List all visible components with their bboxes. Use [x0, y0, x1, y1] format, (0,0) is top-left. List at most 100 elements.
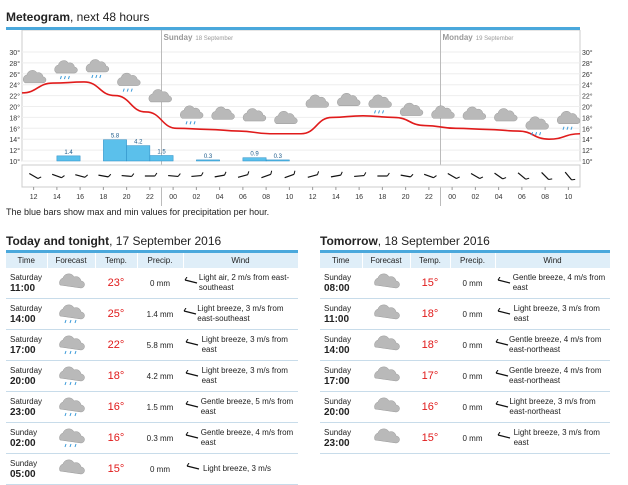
y-tick-label-left: 12°	[9, 147, 20, 155]
y-tick-label-left: 20°	[9, 104, 20, 112]
precip-bar-label: 5.8	[111, 134, 120, 140]
cloud-icon	[274, 111, 298, 124]
y-tick-label-left: 18°	[9, 114, 20, 122]
row-day: Saturday	[10, 335, 43, 344]
wind-barb	[316, 171, 320, 175]
table-row: Sunday 20:00 16° 0 mm Light breeze, 3 m/s fr…	[320, 391, 610, 423]
column-header: Temp.	[95, 253, 138, 268]
rain-drop	[67, 75, 70, 80]
wind-shaft	[400, 174, 411, 178]
precipitation-cell: 0 mm	[450, 422, 495, 454]
day-label-date: 19 September	[476, 36, 514, 42]
temperature-cell: 22°	[95, 329, 137, 361]
wind-barb	[270, 170, 273, 175]
rain-drop	[531, 132, 534, 136]
wind-description: Light breeze, 3 m/s from east-northeast	[509, 397, 596, 416]
wind-description: Light breeze, 3 m/s from east	[201, 335, 288, 354]
tomorrow-divider	[320, 250, 610, 253]
rain-drop	[378, 110, 381, 114]
wind-arrow-icon	[75, 174, 88, 178]
rain-drop	[63, 75, 66, 80]
time-cell: Saturday 17:00	[6, 329, 47, 361]
wind-shaft	[168, 174, 179, 178]
precipitation-cell: 5.8 mm	[137, 329, 183, 361]
wind-cell: Light breeze, 3 m/s from east	[183, 329, 298, 361]
wind-barb	[177, 173, 181, 177]
precipitation-cell: 1.4 mm	[137, 298, 183, 330]
wind-description: Gentle breeze, 4 m/s from east-northeast	[509, 335, 602, 354]
page-title-bold: Meteogram	[6, 10, 71, 24]
rain-drop	[99, 74, 102, 79]
cloud-shape	[337, 93, 361, 107]
row-day: Sunday	[324, 273, 352, 282]
cloud-shape	[494, 108, 518, 122]
wind-arrow-icon	[261, 170, 273, 179]
forecast-cell	[47, 360, 95, 392]
wind-cell: Light breeze, 3 m/s from east	[495, 298, 610, 330]
wind-barb	[548, 178, 553, 181]
forecast-cell	[47, 329, 95, 361]
wind-shaft	[191, 174, 202, 178]
rain-drop	[95, 74, 98, 79]
cloud-icon	[374, 366, 400, 382]
wind-shaft	[214, 174, 225, 178]
wind-description: Light air, 2 m/s from east-southeast	[198, 273, 290, 292]
wind-barb	[37, 176, 42, 179]
rain-drop	[562, 126, 565, 130]
wind-shaft	[75, 174, 86, 178]
wind-barb	[525, 177, 530, 180]
table-row: Sunday 23:00 15° 0 mm Light breeze, 3 m/s fr…	[320, 422, 610, 454]
wind-arrow-icon	[447, 172, 460, 180]
precip-bar-label: 4.2	[134, 140, 143, 146]
wind-shaft	[564, 171, 573, 181]
row-day: Sunday	[324, 335, 352, 344]
table-row: Sunday 17:00 17° 0 mm Gentle breeze, 4 m/s f…	[320, 360, 610, 392]
rain-cloud-icon	[59, 428, 85, 448]
x-tick-label: 00	[448, 194, 456, 201]
today-divider	[6, 250, 298, 253]
wind-arrow-icon	[423, 173, 437, 179]
cloud-icon	[148, 89, 172, 103]
x-tick-label: 22	[425, 194, 433, 201]
forecast-cell	[47, 268, 95, 299]
wind-cell: Light breeze, 3 m/s from east-southeast	[183, 298, 298, 330]
y-tick-label-left: 16°	[9, 125, 20, 133]
x-tick-label: 10	[564, 194, 572, 201]
page-title: Meteogram, next 48 hours	[6, 10, 149, 24]
wind-arrow-icon	[470, 172, 484, 180]
time-cell: Sunday 02:00	[6, 422, 47, 454]
rain-cloud-icon	[180, 105, 204, 125]
precip-bar	[265, 159, 290, 162]
wind-barb	[131, 173, 135, 177]
y-tick-label-left: 26°	[9, 71, 20, 79]
table-row: Saturday 23:00 16° 1.5 mm Gentle breeze, 5 m…	[6, 391, 298, 423]
forecast-cell	[362, 329, 410, 361]
precip-bar-label: 1.4	[64, 150, 73, 156]
day-label-date: 18 September	[195, 36, 233, 42]
wind-arrow-icon	[144, 172, 158, 177]
precipitation-cell: 0 mm	[450, 391, 495, 423]
wind-barb	[502, 177, 507, 180]
x-tick-label: 04	[216, 194, 224, 201]
today-table: Time Forecast Temp. Precip. Wind Saturday 11:…	[6, 253, 299, 485]
wind-arrow-icon	[330, 171, 343, 178]
cloud-icon	[399, 102, 424, 116]
rain-cloud-icon	[557, 111, 581, 130]
time-cell: Sunday 08:00	[320, 268, 362, 299]
cloud-icon	[23, 70, 47, 84]
x-tick-label: 12	[309, 194, 317, 201]
row-day: Saturday	[10, 366, 43, 375]
wind-shaft	[51, 173, 62, 179]
wind-shaft	[517, 172, 527, 180]
temperature-cell: 18°	[95, 360, 137, 392]
wind-arrow-icon	[237, 171, 250, 178]
column-header: Time	[6, 253, 48, 268]
wind-arrow-icon	[377, 172, 390, 177]
rain-cloud-icon	[85, 59, 109, 79]
wind-cell: Light air, 2 m/s from east-southeast	[183, 268, 298, 299]
rain-drop	[566, 126, 569, 130]
wind-shaft	[470, 172, 481, 180]
wind-description: Gentle breeze, 4 m/s from east	[200, 428, 294, 447]
table-row: Sunday 11:00 18° 0 mm Light breeze, 3 m/s fr…	[320, 298, 610, 330]
wind-cell: Gentle breeze, 4 m/s from east-northeast	[495, 329, 610, 361]
